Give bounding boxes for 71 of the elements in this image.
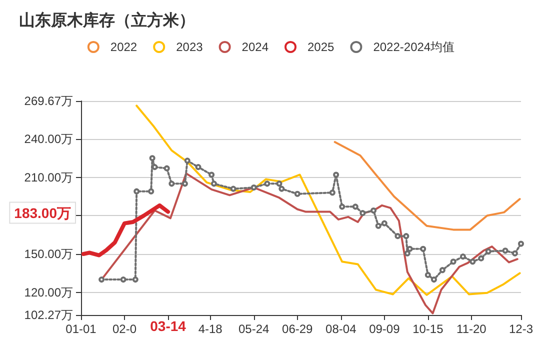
x-tick-label: 11-20 xyxy=(456,322,487,336)
point xyxy=(329,190,336,196)
x-tick-label: 06-29 xyxy=(282,322,314,336)
point xyxy=(439,267,446,274)
point xyxy=(406,246,413,252)
x-tick-label: 02-0 xyxy=(112,322,137,336)
point xyxy=(502,248,508,254)
legend-label: 2022-2024均值 xyxy=(373,40,455,54)
point xyxy=(339,204,346,210)
line-series xyxy=(334,141,521,231)
point xyxy=(120,276,126,283)
y-tick-label: 120.00万 xyxy=(24,285,73,300)
point xyxy=(168,180,175,187)
point xyxy=(370,208,377,214)
point xyxy=(278,186,285,192)
point xyxy=(195,164,202,170)
x-tick-label: 01-01 xyxy=(66,322,97,336)
x-tick-label: 05-24 xyxy=(238,322,270,336)
point xyxy=(230,186,236,192)
point xyxy=(294,190,300,197)
point xyxy=(460,254,466,260)
x-tick-label: 08-04 xyxy=(326,322,357,336)
point xyxy=(276,180,282,187)
legend-label: 2023 xyxy=(176,40,204,54)
point xyxy=(478,255,484,262)
text: 183.00万 xyxy=(14,204,72,221)
point xyxy=(132,276,138,283)
legend-label: 2025 xyxy=(308,40,335,54)
point xyxy=(375,222,382,229)
point xyxy=(430,276,437,283)
x-tick-label: 09-09 xyxy=(369,322,400,336)
y-tick-label: 240.00万 xyxy=(24,132,73,146)
point xyxy=(485,248,492,254)
point xyxy=(403,233,410,240)
line-series xyxy=(136,104,521,296)
y-tick-label: 102.27万 xyxy=(24,308,73,322)
point xyxy=(381,220,388,226)
point xyxy=(450,258,456,265)
point xyxy=(424,272,431,278)
y-tick-label: 150.00万 xyxy=(24,246,73,261)
point xyxy=(352,204,358,210)
text: 03-14 xyxy=(150,318,186,334)
point xyxy=(264,180,270,187)
chart-title: 山东原木库存（立方米） xyxy=(19,10,195,30)
x-tick-label: 4-18 xyxy=(198,322,223,336)
point xyxy=(394,233,401,240)
x-tick-label: 12-3 xyxy=(508,322,534,336)
y-tick-label: 269.67万 xyxy=(24,94,73,108)
point xyxy=(333,172,340,178)
y-tick-label: 210.00万 xyxy=(24,170,73,184)
point xyxy=(164,165,170,172)
point xyxy=(149,155,156,162)
point xyxy=(250,184,257,191)
point xyxy=(404,250,410,256)
point xyxy=(210,180,217,187)
point xyxy=(148,188,154,194)
point xyxy=(470,258,476,265)
point xyxy=(208,172,215,178)
point xyxy=(134,188,140,194)
legend-label: 2022 xyxy=(110,40,138,54)
point xyxy=(518,240,524,247)
legend-label: 2024 xyxy=(242,40,269,54)
point xyxy=(152,164,158,170)
line-series xyxy=(81,203,170,258)
point xyxy=(512,250,518,256)
point xyxy=(182,180,188,187)
x-tick-label: 10-15 xyxy=(412,322,444,336)
point xyxy=(98,276,105,283)
point xyxy=(360,210,366,216)
point xyxy=(184,158,190,164)
point xyxy=(420,246,426,252)
